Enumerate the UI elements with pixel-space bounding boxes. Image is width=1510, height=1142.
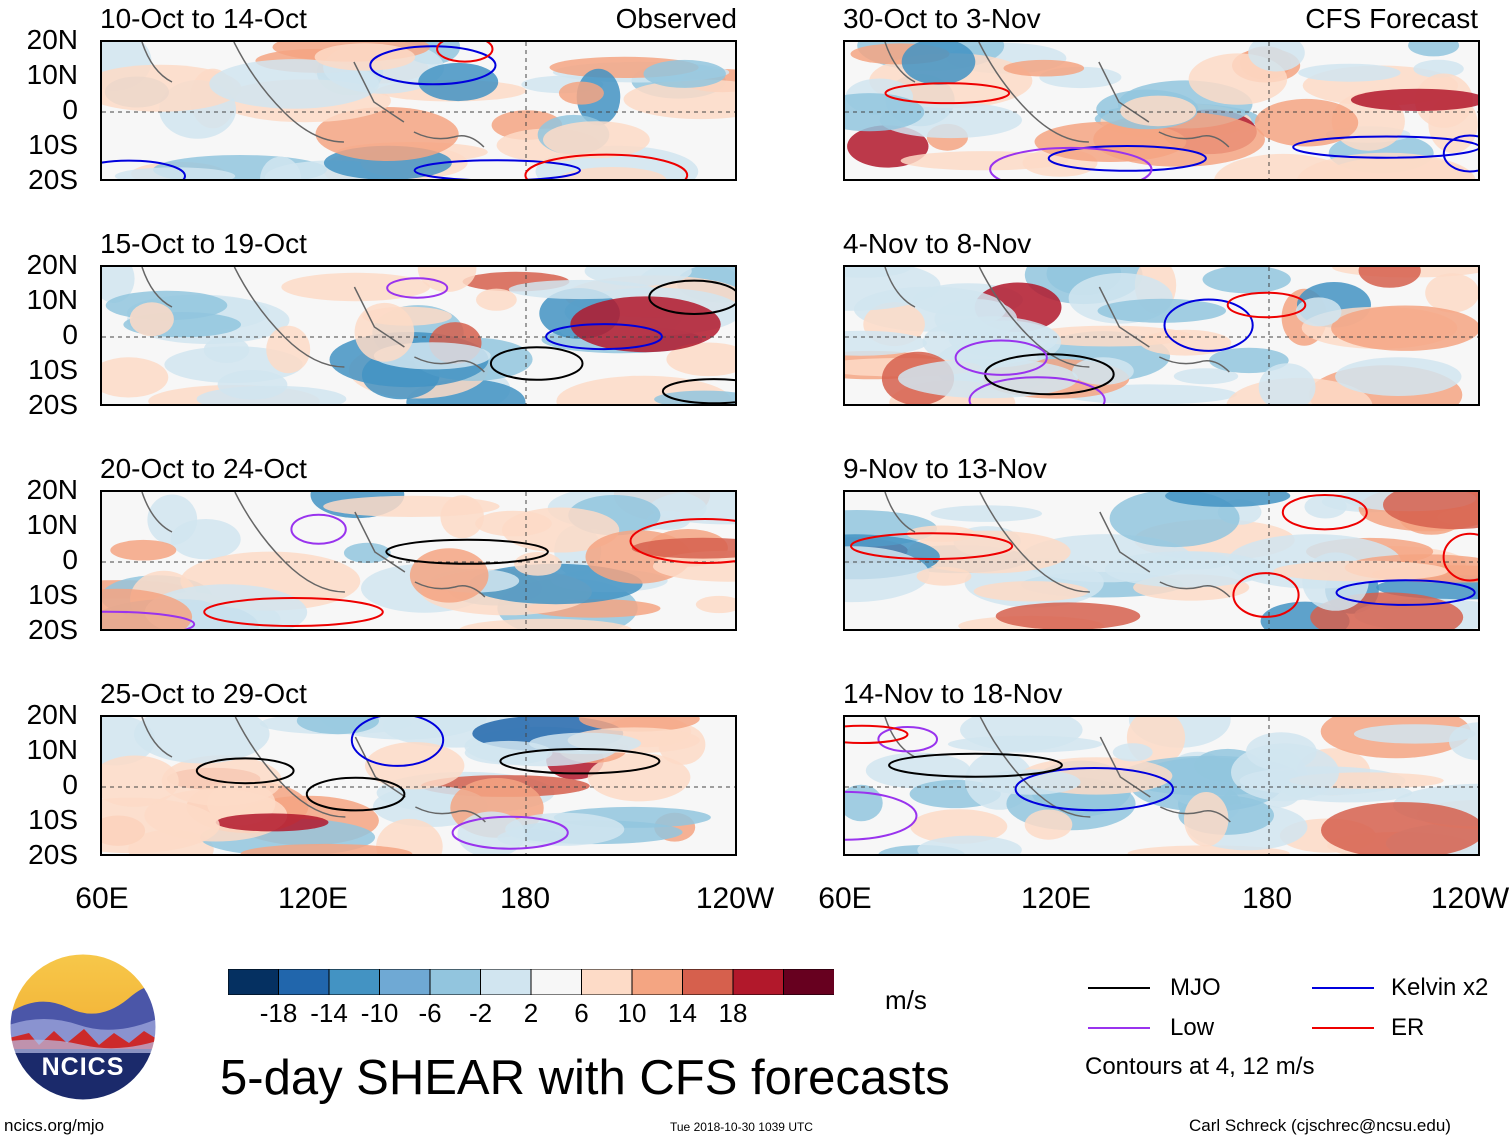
- ncics-logo: NCICS: [9, 953, 157, 1101]
- colorbar-swatch: [480, 968, 532, 996]
- colorbar-tick-label: -2: [468, 998, 493, 1028]
- x-tick-180: 180: [1241, 882, 1293, 915]
- x-tick-120e: 120E: [277, 882, 349, 915]
- colorbar-swatches: [227, 968, 835, 996]
- y-tick-10s: 10S: [28, 129, 78, 160]
- x-tick-60e: 60E: [818, 882, 872, 915]
- contours-note: Contours at 4, 12 m/s: [1085, 1053, 1315, 1080]
- y-tick-0: 0: [62, 319, 78, 350]
- colorbar-swatch: [379, 968, 431, 996]
- units-label: m/s: [885, 985, 927, 1015]
- colorbar-swatch: [429, 968, 482, 996]
- colorbar-swatch: [328, 968, 381, 996]
- colorbar-tick-label: -18: [259, 998, 298, 1028]
- colorbar-tick-label: 14: [668, 998, 697, 1028]
- y-tick-10s: 10S: [28, 354, 78, 385]
- panel-title-left-3: 20-Oct to 24-Oct: [100, 453, 307, 484]
- panel-title-right-4: 14-Nov to 18-Nov: [843, 678, 1063, 709]
- colorbar-tick-label: 10: [617, 998, 647, 1028]
- colorbar-swatch: [682, 968, 734, 996]
- y-tick-20s: 20S: [28, 614, 78, 645]
- y-tick-10n: 10N: [26, 509, 78, 540]
- legend-line-er: [1312, 1027, 1374, 1029]
- x-tick-180: 180: [499, 882, 551, 915]
- colorbar: [227, 968, 835, 996]
- panel-title-right-1: 30-Oct to 3-Nov: [843, 3, 1041, 34]
- x-tick-120e: 120E: [1020, 882, 1092, 915]
- y-tick-20s: 20S: [28, 164, 78, 195]
- legend-label-mjo: MJO: [1170, 974, 1221, 1001]
- y-tick-20n: 20N: [26, 474, 78, 505]
- panel-title-left-1: 10-Oct to 14-Oct: [100, 3, 307, 34]
- y-tick-20s: 20S: [28, 389, 78, 420]
- map-panel-right-4: [843, 715, 1480, 856]
- panel-title-right-3: 9-Nov to 13-Nov: [843, 453, 1047, 484]
- legend-label-kelvin: Kelvin x2: [1391, 974, 1489, 1001]
- y-tick-0: 0: [62, 544, 78, 575]
- colorbar-swatch: [278, 968, 330, 996]
- y-tick-20s: 20S: [28, 839, 78, 870]
- legend-line-kelvin: [1312, 987, 1374, 989]
- x-tick-60e: 60E: [75, 882, 129, 915]
- colorbar-swatch: [530, 968, 583, 996]
- y-tick-20n: 20N: [26, 249, 78, 280]
- logo-text: NCICS: [41, 1053, 125, 1081]
- map-panel-left-1: [100, 40, 737, 181]
- colorbar-swatch: [581, 968, 633, 996]
- colorbar-tick-label: 18: [718, 998, 748, 1028]
- colorbar-tick-label: -10: [360, 998, 399, 1028]
- forecast-label: CFS Forecast: [1305, 3, 1478, 34]
- legend-line-low: [1088, 1027, 1150, 1029]
- y-tick-10s: 10S: [28, 579, 78, 610]
- author-credit: Carl Schreck (cjschrec@ncsu.edu): [1189, 1116, 1451, 1135]
- y-tick-0: 0: [62, 769, 78, 800]
- y-tick-10s: 10S: [28, 804, 78, 835]
- y-tick-20n: 20N: [26, 24, 78, 55]
- y-tick-10n: 10N: [26, 734, 78, 765]
- main-title: 5-day SHEAR with CFS forecasts: [220, 1051, 950, 1105]
- colorbar-swatch: [783, 968, 835, 996]
- colorbar-swatch: [732, 968, 785, 996]
- panel-title-left-4: 25-Oct to 29-Oct: [100, 678, 307, 709]
- panel-title-left-2: 15-Oct to 19-Oct: [100, 228, 307, 259]
- legend-label-er: ER: [1391, 1014, 1425, 1041]
- timestamp: Tue 2018-10-30 1039 UTC: [670, 1120, 813, 1134]
- legend-line-mjo: [1088, 987, 1150, 989]
- site-url: ncics.org/mjo: [4, 1116, 105, 1135]
- y-tick-20n: 20N: [26, 699, 78, 730]
- map-panel-left-2: [100, 265, 737, 406]
- x-tick-120w: 120W: [1430, 882, 1510, 915]
- map-panel-right-3: [843, 490, 1480, 631]
- legend-label-low: Low: [1170, 1014, 1215, 1041]
- colorbar-tick-label: -14: [310, 998, 348, 1028]
- map-panel-left-3: [100, 490, 737, 631]
- y-tick-0: 0: [62, 94, 78, 125]
- colorbar-tick-label: 2: [523, 998, 539, 1028]
- map-panel-right-1: [843, 40, 1480, 181]
- y-tick-10n: 10N: [26, 284, 78, 315]
- observed-label: Observed: [615, 3, 737, 34]
- map-panel-left-4: [100, 715, 737, 856]
- colorbar-swatch: [227, 968, 280, 996]
- map-panel-right-2: [843, 265, 1480, 406]
- x-tick-120w: 120W: [695, 882, 775, 915]
- panel-title-right-2: 4-Nov to 8-Nov: [843, 228, 1032, 259]
- colorbar-swatch: [631, 968, 684, 996]
- y-tick-10n: 10N: [26, 59, 78, 90]
- colorbar-tick-label: -6: [418, 998, 442, 1028]
- colorbar-tick-label: 6: [574, 998, 589, 1028]
